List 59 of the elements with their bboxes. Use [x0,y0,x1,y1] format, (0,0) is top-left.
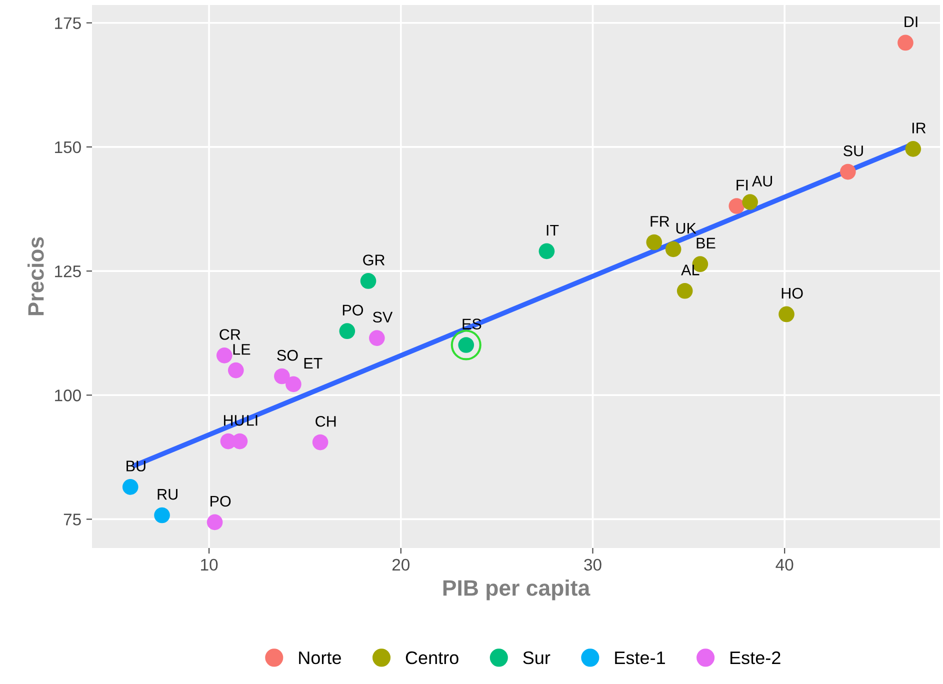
x-axis-title: PIB per capita [443,580,590,600]
point [840,164,856,180]
y-tick-label: 75 [64,514,81,526]
annotation: CR [220,329,240,340]
point [676,282,693,299]
y-tick-label: 150 [55,141,81,154]
point [360,273,376,289]
point [216,348,232,364]
legend-label: Sur [523,651,550,664]
y-axis-title: Precios [28,237,44,316]
point [339,323,356,340]
point [154,507,170,524]
annotation: PO [342,304,364,316]
x-tick-label: 40 [776,558,794,571]
point [368,330,385,346]
point [728,198,745,214]
point [905,141,922,157]
legend-label: Centro [406,651,458,664]
annotation: ET [304,358,322,369]
point [228,362,244,378]
annotation: GR [363,254,385,266]
annotation: BE [696,238,716,248]
x-tick-label: 30 [584,558,602,571]
point [742,194,758,210]
annotation: CH [316,416,336,427]
point [778,306,794,322]
annotation: LE [233,344,250,355]
y-tick-label: 125 [55,265,81,278]
point [646,234,662,250]
annotation: FI [736,180,748,190]
y-tick-label: 100 [55,390,81,402]
point [232,433,248,450]
point [665,241,682,258]
legend-label: Este-2 [730,651,780,664]
annotation: AL [681,264,700,276]
annotation: RU [158,489,178,500]
point [274,368,290,384]
annotation: IT [546,225,559,236]
annotation: SU [844,145,863,156]
point [898,34,914,51]
annotation: UK [676,223,696,234]
legend-label: Norte [299,652,341,664]
point [206,514,223,530]
y-tick-label: 175 [55,17,81,30]
point [122,479,138,495]
x-tick-label: 10 [201,558,218,571]
x-tick-label: 20 [392,558,410,571]
annotation: PO [210,496,231,507]
point [286,376,302,392]
annotation: DI [904,16,918,28]
annotation: SO [277,350,298,361]
annotation: FR [650,216,670,227]
annotation: AU [752,176,772,187]
legend-label: Este-1 [615,652,665,664]
point [538,243,555,260]
point [312,434,328,450]
annotation: HO [782,288,803,299]
annotation: IR [912,122,926,134]
annotation: SV [372,312,393,323]
